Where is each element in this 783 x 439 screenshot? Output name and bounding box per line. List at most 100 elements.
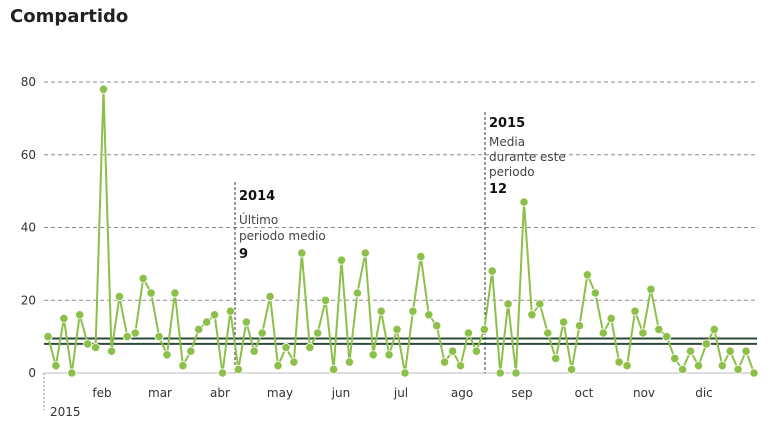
annotation-text: Último — [239, 212, 278, 227]
data-point — [392, 324, 402, 334]
data-point — [630, 306, 640, 316]
data-point — [606, 313, 616, 323]
data-point — [122, 331, 132, 342]
data-point — [241, 317, 251, 327]
data-point — [289, 357, 299, 367]
data-point — [685, 346, 696, 356]
data-point — [614, 357, 624, 367]
data-point — [447, 346, 458, 356]
data-point — [59, 313, 69, 323]
data-point — [638, 328, 648, 338]
x-axis-ticks: 2015 feb mar abr may jun jul ago sep oct nov dic — [43, 373, 713, 419]
data-point — [439, 357, 450, 367]
annotation-text: periodo — [489, 165, 535, 179]
data-point — [432, 321, 442, 331]
y-axis-ticks: 0 20 40 60 80 — [21, 75, 36, 380]
x-tick-label: may — [267, 386, 293, 400]
annotation-year: 2015 — [489, 116, 525, 131]
data-point — [749, 368, 759, 378]
data-point — [551, 353, 561, 363]
data-point — [670, 353, 680, 363]
data-point — [233, 364, 243, 374]
x-tick-label: dic — [695, 386, 713, 400]
data-point — [265, 291, 275, 302]
data-point — [709, 324, 719, 334]
data-point — [91, 342, 101, 353]
data-point — [67, 368, 77, 378]
data-point — [733, 364, 743, 374]
data-point — [344, 357, 354, 367]
x-tick-label: oct — [575, 386, 594, 400]
data-point — [654, 324, 664, 334]
data-point — [320, 295, 331, 305]
data-point — [313, 328, 323, 338]
data-point — [566, 364, 577, 374]
y-tick-label: 60 — [21, 148, 36, 162]
data-point — [154, 331, 164, 342]
data-point — [598, 328, 608, 338]
data-point — [725, 346, 735, 356]
data-point — [225, 306, 235, 316]
data-point — [217, 368, 228, 378]
data-point — [194, 324, 204, 334]
data-point — [400, 368, 410, 378]
data-point — [257, 328, 267, 338]
data-point — [646, 284, 656, 294]
annotation-text: periodo medio — [239, 229, 326, 243]
data-point — [114, 291, 125, 302]
annotation-text: Media — [489, 135, 525, 149]
x-tick-label: ago — [451, 386, 473, 400]
annotations: 2014 Último periodo medio 9 2015 Mediadurante… — [234, 112, 566, 373]
data-point — [130, 328, 140, 338]
data-point — [202, 317, 212, 327]
data-point — [416, 252, 426, 262]
data-point — [75, 310, 85, 320]
data-point — [519, 197, 529, 207]
y-tick-label: 20 — [21, 293, 36, 307]
data-point — [43, 331, 53, 342]
data-point — [693, 361, 704, 371]
data-point — [701, 339, 712, 349]
data-point — [574, 321, 585, 331]
year-label: 2015 — [50, 405, 81, 419]
data-point — [543, 328, 553, 338]
data-point — [717, 361, 727, 371]
data-point — [178, 361, 188, 371]
data-point — [495, 368, 505, 378]
x-tick-label: abr — [210, 386, 230, 400]
data-point — [106, 346, 117, 356]
x-tick-label: jul — [393, 386, 408, 400]
data-point — [503, 299, 513, 309]
annotation-text: durante este — [489, 150, 566, 164]
data-point — [463, 328, 473, 338]
data-point — [352, 288, 362, 298]
x-tick-label: sep — [511, 386, 532, 400]
data-point — [249, 346, 259, 356]
data-point — [741, 346, 751, 356]
data-point — [273, 361, 283, 371]
x-tick-label: nov — [633, 386, 655, 400]
data-point — [471, 346, 481, 356]
series — [43, 84, 759, 378]
data-point — [297, 248, 307, 258]
annotation-year: 2014 — [239, 189, 275, 204]
data-point — [281, 342, 291, 353]
data-point — [535, 299, 545, 309]
data-point — [170, 288, 180, 298]
data-point — [360, 248, 370, 258]
data-point — [582, 270, 593, 280]
data-point — [408, 306, 418, 316]
data-point — [138, 273, 148, 283]
annotation-value: 9 — [239, 247, 248, 262]
data-point — [98, 84, 109, 94]
data-point — [328, 364, 339, 374]
data-point — [677, 364, 688, 374]
data-point — [455, 361, 466, 371]
data-point — [146, 288, 156, 298]
chart-title: Compartido — [10, 6, 129, 27]
x-tick-label: jun — [331, 386, 351, 400]
data-point — [376, 306, 386, 316]
data-point — [384, 350, 394, 360]
